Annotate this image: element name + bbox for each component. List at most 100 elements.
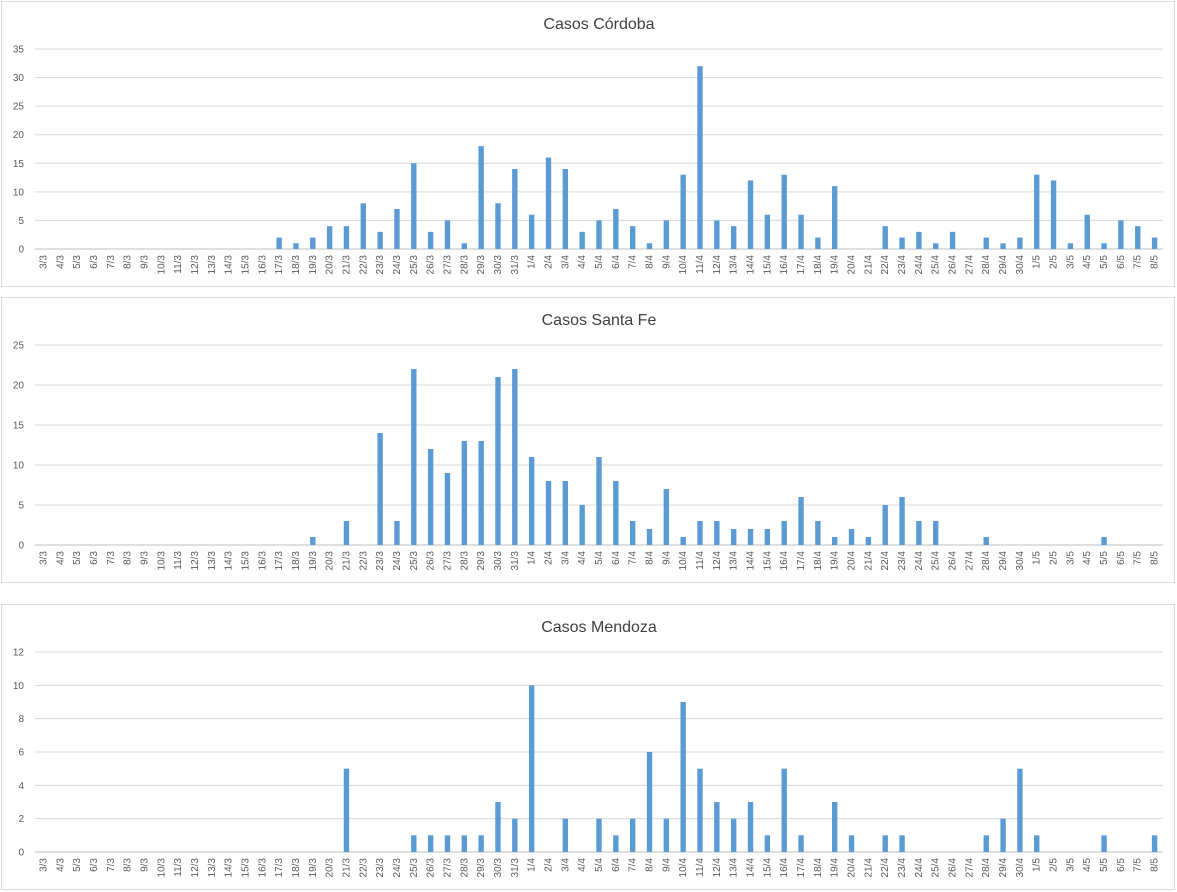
x-tick-label: 6/5 bbox=[1116, 858, 1127, 872]
x-tick-label: 5/5 bbox=[1099, 255, 1110, 269]
x-tick-label: 6/4 bbox=[611, 255, 622, 269]
x-tick-label: 13/3 bbox=[207, 858, 218, 878]
x-tick-label: 26/3 bbox=[426, 255, 437, 275]
x-tick-label: 11/3 bbox=[173, 858, 184, 877]
bar-cordoba-31-3 bbox=[512, 169, 518, 249]
x-tick-label: 3/4 bbox=[560, 255, 571, 269]
bar-mendoza-5-4 bbox=[596, 818, 602, 852]
x-tick-label: 28/3 bbox=[459, 858, 470, 878]
x-tick-label: 3/3 bbox=[38, 858, 49, 872]
bar-cordoba-23-3 bbox=[377, 231, 383, 249]
x-tick-label: 19/4 bbox=[830, 255, 841, 275]
x-tick-label: 27/3 bbox=[442, 255, 453, 275]
bar-cordoba-5-4 bbox=[596, 220, 602, 249]
bar-cordoba-12-4 bbox=[714, 220, 720, 249]
x-tick-label: 18/4 bbox=[813, 858, 824, 878]
bar-santa-fe-2-4 bbox=[545, 481, 552, 545]
x-tick-label: 5/5 bbox=[1099, 858, 1110, 872]
bar-santa-fe-20-4 bbox=[848, 529, 855, 545]
x-tick-label: 2/5 bbox=[1049, 255, 1060, 269]
bar-santa-fe-21-4 bbox=[865, 537, 872, 545]
bar-mendoza-21-3 bbox=[343, 768, 350, 852]
x-tick-label: 26/4 bbox=[948, 858, 959, 878]
bar-cordoba-30-4 bbox=[1017, 237, 1023, 249]
x-tick-label: 20/3 bbox=[325, 858, 336, 878]
x-tick-label: 21/4 bbox=[863, 858, 874, 878]
x-tick-label: 15/3 bbox=[240, 858, 251, 878]
x-tick-label: 7/3 bbox=[106, 858, 117, 872]
y-tick-label: 0 bbox=[18, 245, 24, 256]
x-tick-label: 21/3 bbox=[341, 858, 352, 878]
x-tick-label: 1/4 bbox=[527, 255, 538, 269]
bar-santa-fe-26-3 bbox=[427, 449, 434, 545]
x-tick-label: 12/3 bbox=[190, 858, 201, 878]
x-tick-label: 7/5 bbox=[1133, 858, 1144, 872]
chart-title: Casos Mendoza bbox=[541, 619, 657, 636]
bar-santa-fe-19-3 bbox=[310, 537, 316, 545]
bar-santa-fe-7-4 bbox=[629, 521, 636, 545]
bar-santa-fe-13-4 bbox=[730, 529, 737, 545]
bar-santa-fe-15-4 bbox=[764, 529, 771, 545]
x-tick-label: 28/3 bbox=[459, 551, 470, 571]
bar-cordoba-29-4 bbox=[1000, 243, 1006, 249]
x-tick-label: 22/4 bbox=[880, 551, 891, 571]
x-tick-label: 6/3 bbox=[89, 858, 100, 872]
bar-mendoza-17-4 bbox=[798, 835, 804, 852]
bar-santa-fe-23-4 bbox=[899, 497, 905, 545]
x-tick-label: 6/5 bbox=[1116, 551, 1127, 565]
x-tick-label: 15/4 bbox=[762, 255, 773, 275]
bar-cordoba-15-4 bbox=[764, 214, 771, 249]
bar-cordoba-8-4 bbox=[646, 243, 653, 249]
x-tick-label: 28/3 bbox=[459, 255, 470, 275]
bar-cordoba-1-4 bbox=[528, 214, 535, 249]
x-tick-label: 24/4 bbox=[914, 858, 925, 878]
chart-santa-fe: Casos Santa Fe 0 5 10 15 20 25 3/3 4/3 5/3 6/3 7/3 8… bbox=[13, 312, 1163, 571]
x-tick-label: 1/5 bbox=[1032, 255, 1043, 269]
x-tick-label: 6/4 bbox=[611, 858, 622, 872]
x-tick-label: 30/4 bbox=[1015, 255, 1026, 275]
x-tick-label: 4/3 bbox=[55, 551, 66, 565]
bar-mendoza-8-4 bbox=[646, 752, 653, 852]
chart-panel-santa-fe: Casos Santa Fe 0 5 10 15 20 25 3/3 4/3 5/3 6/3 7/3 8… bbox=[1, 297, 1175, 583]
x-tick-label: 14/4 bbox=[746, 858, 757, 878]
y-tick-label: 6 bbox=[18, 748, 24, 759]
x-tick-label: 7/5 bbox=[1133, 255, 1144, 269]
y-tick-label: 10 bbox=[13, 681, 25, 692]
bar-cordoba-18-3 bbox=[293, 243, 299, 249]
x-tick-label: 19/4 bbox=[830, 551, 841, 571]
x-tick-label: 14/4 bbox=[746, 255, 757, 275]
x-tick-label: 2/4 bbox=[543, 858, 554, 872]
x-tick-label: 4/3 bbox=[55, 858, 66, 872]
x-tick-label: 10/3 bbox=[156, 858, 167, 878]
bar-mendoza-15-4 bbox=[764, 835, 771, 852]
x-tick-label: 4/5 bbox=[1082, 858, 1093, 872]
x-tick-label: 12/3 bbox=[190, 551, 201, 571]
x-tick-label: 9/3 bbox=[139, 255, 150, 269]
x-tick-label: 10/3 bbox=[156, 551, 167, 571]
bar-cordoba-8-5 bbox=[1151, 237, 1158, 249]
bar-santa-fe-28-3 bbox=[461, 441, 468, 545]
x-tick-label: 14/3 bbox=[224, 858, 235, 878]
bar-mendoza-27-3 bbox=[444, 835, 451, 852]
x-tick-label: 16/4 bbox=[779, 255, 790, 275]
y-tick-label: 0 bbox=[18, 848, 24, 859]
y-tick-label: 10 bbox=[13, 187, 25, 198]
bar-cordoba-18-4 bbox=[815, 237, 821, 249]
x-tick-label: 5/3 bbox=[72, 858, 83, 872]
x-tick-label: 29/3 bbox=[476, 255, 487, 275]
x-tick-label: 13/4 bbox=[729, 858, 740, 878]
bar-cordoba-16-4 bbox=[781, 174, 787, 249]
bar-santa-fe-22-4 bbox=[882, 505, 888, 545]
bar-cordoba-2-5 bbox=[1050, 180, 1057, 249]
bar-cordoba-2-4 bbox=[545, 157, 552, 249]
bar-mendoza-16-4 bbox=[781, 768, 787, 852]
bar-mendoza-30-3 bbox=[495, 802, 501, 852]
x-tick-label: 8/4 bbox=[645, 858, 656, 872]
x-tick-label: 4/5 bbox=[1082, 255, 1093, 269]
x-tick-label: 23/4 bbox=[897, 858, 908, 878]
x-tick-label: 3/5 bbox=[1065, 551, 1076, 565]
x-tick-label: 21/4 bbox=[863, 551, 874, 571]
x-tick-label: 17/4 bbox=[796, 858, 807, 878]
x-tick-label: 22/3 bbox=[358, 858, 369, 878]
bar-cordoba-14-4 bbox=[747, 180, 754, 249]
